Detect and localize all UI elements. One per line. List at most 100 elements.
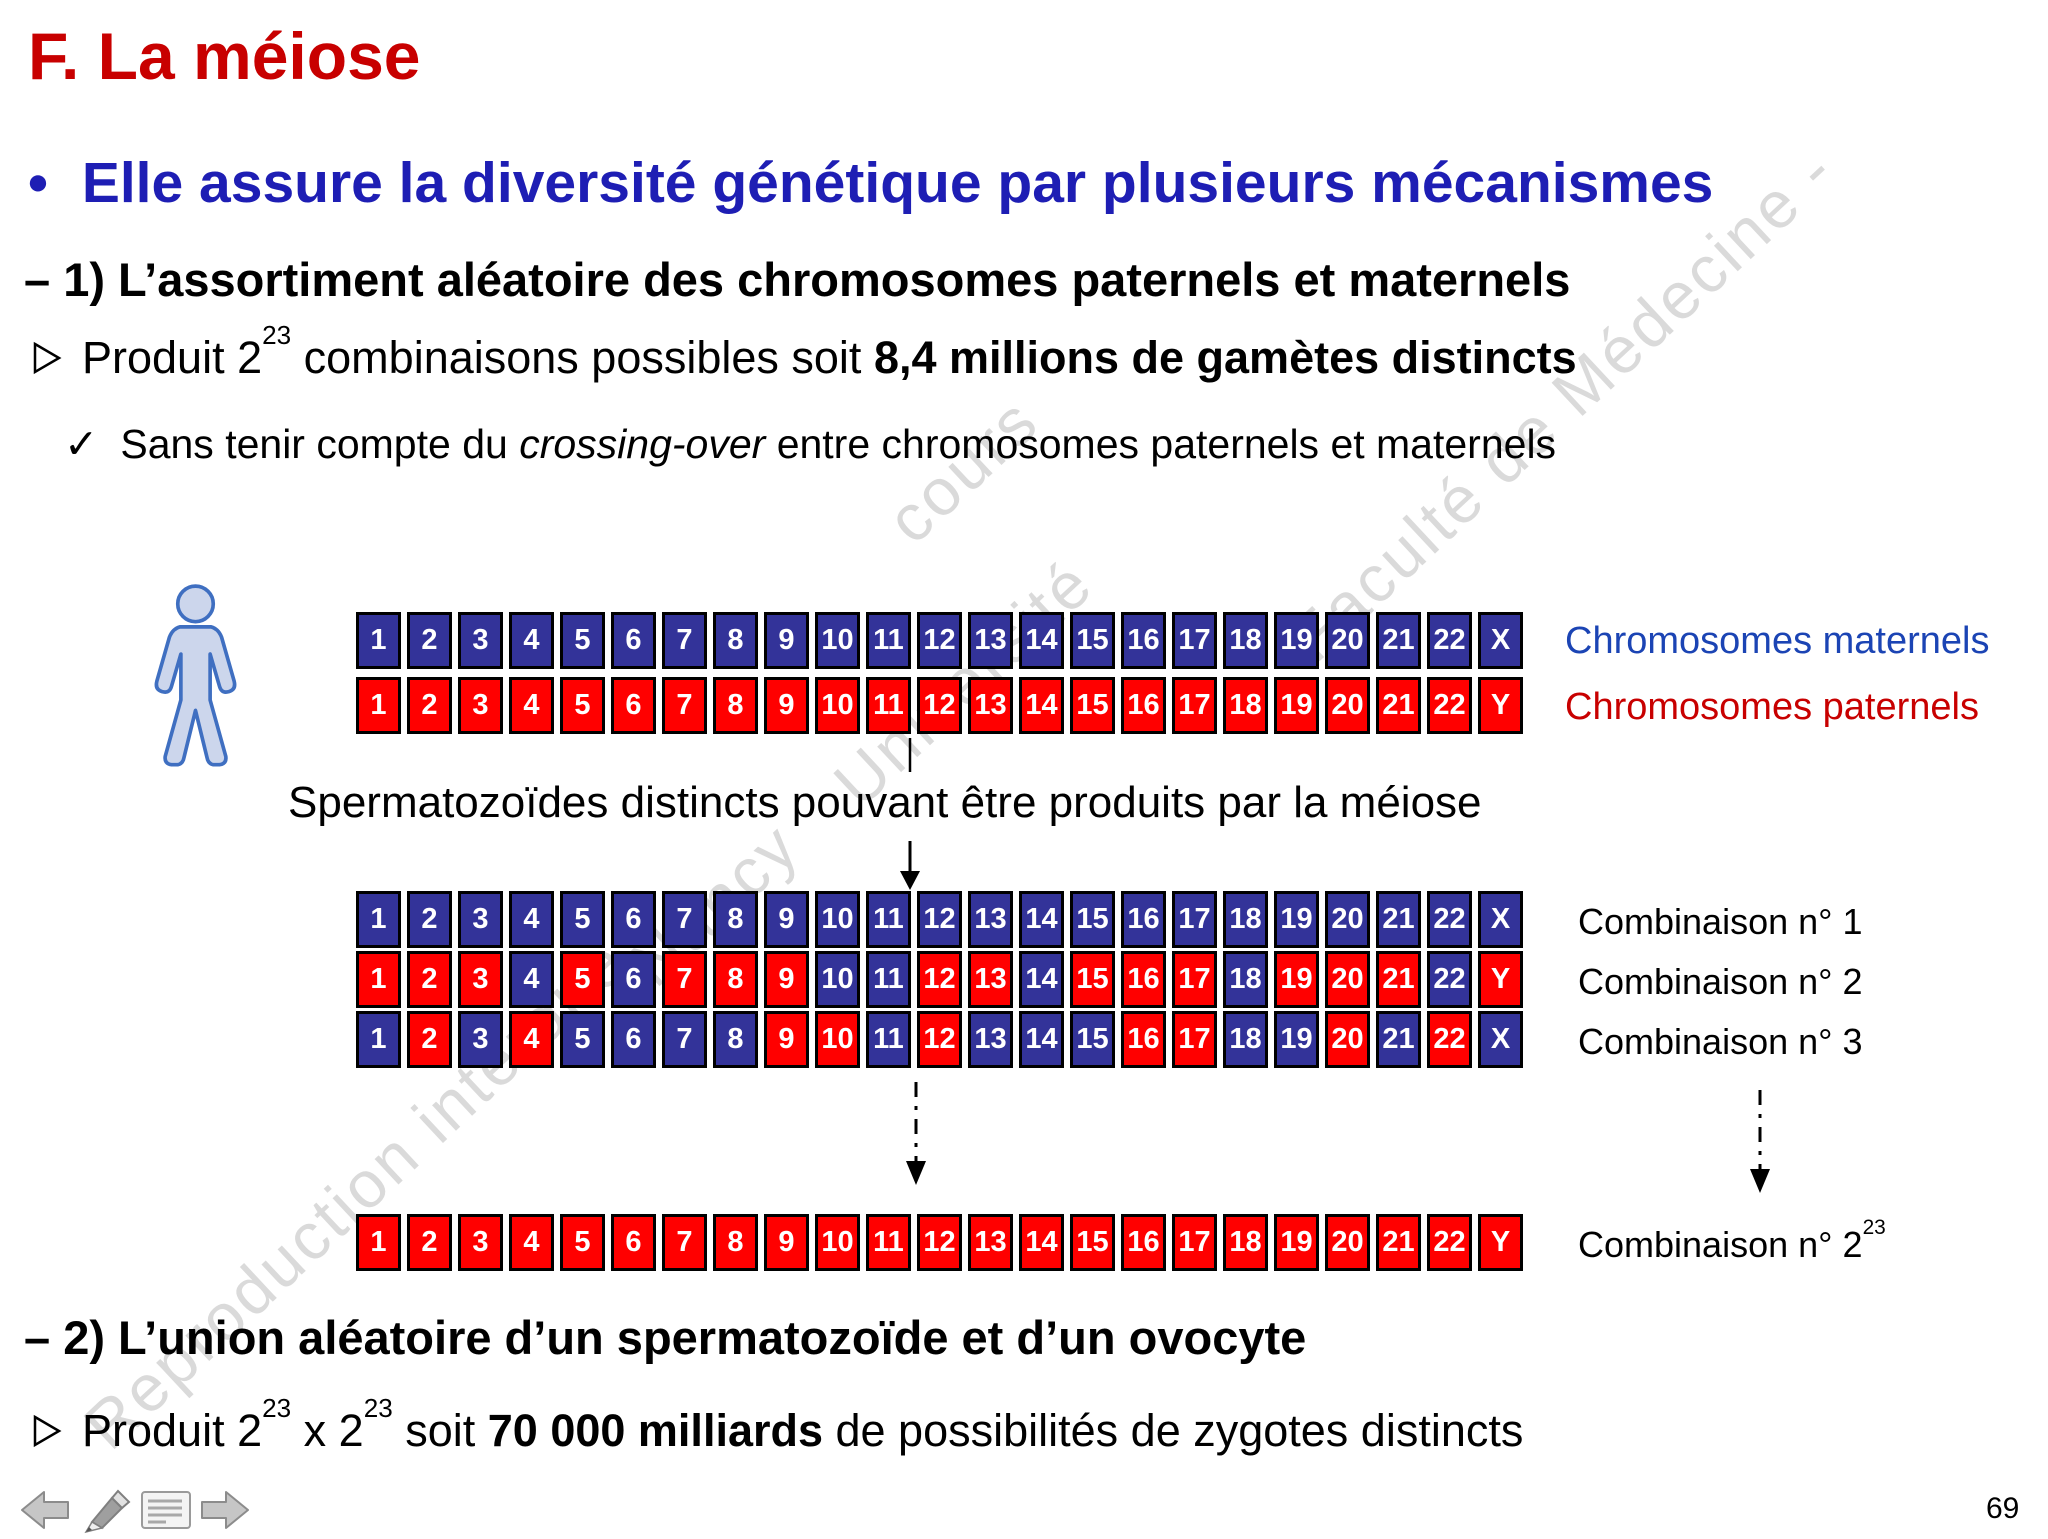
combination-row-3: 1 2 3 4 5 6 7 8 9 10 11 12 13 14 15 16 17 18 19 20 21 22 X bbox=[356, 1011, 1523, 1068]
chromosome-11: 11 bbox=[866, 951, 911, 1008]
check-1-line: ✓ Sans tenir compte du crossing-over entr… bbox=[64, 420, 1556, 468]
chromosome-3: 3 bbox=[458, 951, 503, 1008]
chromosome-10: 10 bbox=[815, 951, 860, 1008]
page-title: F. La méiose bbox=[28, 19, 421, 93]
chromosome-17: 17 bbox=[1172, 612, 1217, 669]
forward-button[interactable] bbox=[198, 1486, 254, 1534]
bold-segment: 8,4 millions de gamètes distincts bbox=[873, 332, 1577, 383]
chromosome-19: 19 bbox=[1274, 891, 1319, 948]
point-1-heading: – 1) L’assortiment aléatoire des chromos… bbox=[24, 253, 1571, 306]
crossing-over-italic: crossing-over bbox=[519, 421, 766, 467]
text-segment: Produit 2 bbox=[82, 1405, 263, 1456]
chromosome-18: 18 bbox=[1223, 1214, 1268, 1271]
chromosome-8: 8 bbox=[713, 891, 758, 948]
combination-label-3: Combinaison n° 3 bbox=[1578, 1021, 1863, 1062]
chromosome-20: 20 bbox=[1325, 1011, 1370, 1068]
chromosome-1: 1 bbox=[356, 1214, 401, 1271]
chromosome-7: 7 bbox=[662, 677, 707, 734]
chromosome-12: 12 bbox=[917, 891, 962, 948]
chromosome-17: 17 bbox=[1172, 1011, 1217, 1068]
main-bullet-heading: • Elle assure la diversité génétique par… bbox=[28, 150, 1713, 216]
chromosome-10: 10 bbox=[815, 1214, 860, 1271]
chromosome-22: 22 bbox=[1427, 951, 1472, 1008]
chromosome-22: 22 bbox=[1427, 612, 1472, 669]
pen-button[interactable] bbox=[82, 1486, 138, 1534]
superscript: 23 bbox=[1862, 1215, 1886, 1239]
chromosome-22: 22 bbox=[1427, 1011, 1472, 1068]
chromosome-17: 17 bbox=[1172, 677, 1217, 734]
text-segment: de possibilités de zygotes distincts bbox=[823, 1405, 1524, 1456]
chromosome-7: 7 bbox=[662, 951, 707, 1008]
chromosome-12: 12 bbox=[917, 1214, 962, 1271]
chromosome-9: 9 bbox=[764, 951, 809, 1008]
chromosome-14: 14 bbox=[1019, 677, 1064, 734]
chromosome-10: 10 bbox=[815, 891, 860, 948]
chromosome-7: 7 bbox=[662, 1214, 707, 1271]
superscript: 23 bbox=[262, 1392, 292, 1423]
chromosome-12: 12 bbox=[917, 1011, 962, 1068]
chromosome-16: 16 bbox=[1121, 951, 1166, 1008]
chromosome-2: 2 bbox=[407, 1011, 452, 1068]
chromosome-12: 12 bbox=[917, 677, 962, 734]
chromosome-13: 13 bbox=[968, 612, 1013, 669]
back-arrow-icon bbox=[21, 1491, 69, 1529]
chromosome-1: 1 bbox=[356, 677, 401, 734]
bullet-dot: • bbox=[28, 151, 48, 215]
chromosome-18: 18 bbox=[1223, 612, 1268, 669]
chromosome-10: 10 bbox=[815, 677, 860, 734]
chromosome-16: 16 bbox=[1121, 1214, 1166, 1271]
chromosome-18: 18 bbox=[1223, 951, 1268, 1008]
chromosome-19: 19 bbox=[1274, 612, 1319, 669]
connector-line bbox=[908, 738, 912, 772]
chromosome-22: 22 bbox=[1427, 891, 1472, 948]
chromosome-4: 4 bbox=[509, 1011, 554, 1068]
down-arrow-icon bbox=[900, 841, 920, 890]
back-button[interactable] bbox=[16, 1486, 72, 1534]
chromosome-4: 4 bbox=[509, 612, 554, 669]
chromosome-6: 6 bbox=[611, 891, 656, 948]
chromosome-15: 15 bbox=[1070, 1011, 1115, 1068]
final-combination-row: 1 2 3 4 5 6 7 8 9 10 11 12 13 14 15 16 17 18 19 20 21 22 Y bbox=[356, 1214, 1523, 1271]
chromosome-Y: Y bbox=[1478, 677, 1523, 734]
dashed-down-arrow-icon bbox=[906, 1082, 926, 1185]
chromosome-14: 14 bbox=[1019, 1214, 1064, 1271]
chromosome-11: 11 bbox=[866, 1011, 911, 1068]
final-combination-label: Combinaison n° 223 bbox=[1578, 1216, 1886, 1266]
chromosome-15: 15 bbox=[1070, 677, 1115, 734]
notes-button[interactable] bbox=[138, 1486, 194, 1534]
chromosome-21: 21 bbox=[1376, 612, 1421, 669]
chromosome-8: 8 bbox=[713, 1214, 758, 1271]
chromosome-9: 9 bbox=[764, 677, 809, 734]
maternal-chromosome-row: 1 2 3 4 5 6 7 8 9 10 11 12 13 14 15 16 17 18 19 20 21 22 X bbox=[356, 612, 1523, 669]
chromosome-5: 5 bbox=[560, 1214, 605, 1271]
chromosome-2: 2 bbox=[407, 951, 452, 1008]
chromosome-2: 2 bbox=[407, 612, 452, 669]
chromosome-21: 21 bbox=[1376, 1011, 1421, 1068]
chromosome-3: 3 bbox=[458, 1011, 503, 1068]
chromosome-19: 19 bbox=[1274, 1214, 1319, 1271]
chromosome-20: 20 bbox=[1325, 677, 1370, 734]
chromosome-8: 8 bbox=[713, 951, 758, 1008]
chromosome-15: 15 bbox=[1070, 951, 1115, 1008]
arrowhead-bullet-icon bbox=[33, 1414, 62, 1448]
pen-icon bbox=[84, 1489, 131, 1534]
chromosome-13: 13 bbox=[968, 677, 1013, 734]
chromosome-16: 16 bbox=[1121, 612, 1166, 669]
chromosome-8: 8 bbox=[713, 677, 758, 734]
chromosome-17: 17 bbox=[1172, 891, 1217, 948]
chromosome-14: 14 bbox=[1019, 612, 1064, 669]
chromosome-7: 7 bbox=[662, 1011, 707, 1068]
superscript: 23 bbox=[262, 319, 292, 350]
chromosome-15: 15 bbox=[1070, 891, 1115, 948]
chromosome-13: 13 bbox=[968, 891, 1013, 948]
produit-2-text: Produit 223 x 223 soit 70 000 milliards … bbox=[82, 1393, 1524, 1457]
chromosome-17: 17 bbox=[1172, 951, 1217, 1008]
chromosome-19: 19 bbox=[1274, 677, 1319, 734]
chromosome-10: 10 bbox=[815, 612, 860, 669]
chromosome-22: 22 bbox=[1427, 677, 1472, 734]
bold-segment: 70 000 milliards bbox=[487, 1405, 823, 1456]
text-segment: x 2 bbox=[291, 1405, 364, 1456]
chromosome-13: 13 bbox=[968, 1214, 1013, 1271]
paternal-row-label: Chromosomes paternels bbox=[1565, 686, 1979, 728]
chromosome-2: 2 bbox=[407, 1214, 452, 1271]
